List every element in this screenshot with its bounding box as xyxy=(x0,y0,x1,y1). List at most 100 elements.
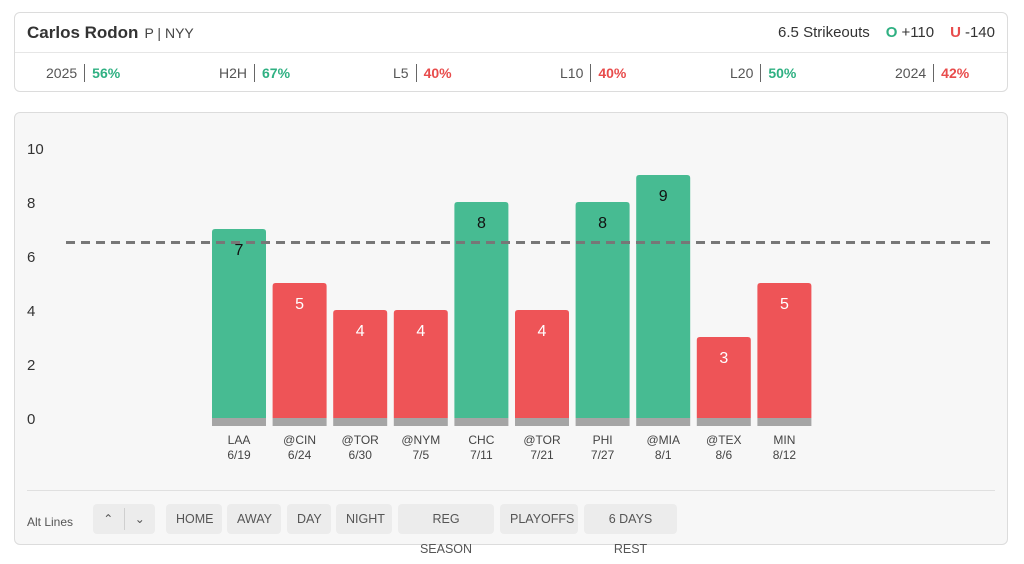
bar-base xyxy=(696,418,751,426)
stat-label: 2024 xyxy=(895,64,927,81)
y-tick-label: 4 xyxy=(27,303,35,320)
bar-value-label: 5 xyxy=(295,296,304,313)
bar-base xyxy=(636,418,691,426)
bar-value-label: 4 xyxy=(416,323,425,340)
bar-value-label: 9 xyxy=(659,188,668,205)
stat-label: H2H xyxy=(219,64,248,81)
line-info: 6.5 Strikeouts O +110 U -140 xyxy=(778,24,995,41)
bar-value-label: 7 xyxy=(235,242,244,259)
chevron-down-icon: ⌄ xyxy=(134,512,145,526)
strikeout-bar-chart: 02468107LAA6/195@CIN6/244@TOR6/304@NYM7/… xyxy=(27,141,991,462)
bar xyxy=(575,202,630,418)
bar xyxy=(333,310,388,418)
chart-controls: Alt Lines ⌃ ⌄ HOME AWAY DAY NIGHT REG SE… xyxy=(27,490,995,556)
bar-value-label: 4 xyxy=(356,323,365,340)
stat-l10[interactable]: L10 40% xyxy=(560,54,626,91)
player-name: Carlos Rodon xyxy=(27,22,139,42)
stat-l5[interactable]: L5 40% xyxy=(393,54,452,91)
x-tick-date: 7/5 xyxy=(412,448,429,462)
stat-label: L5 xyxy=(393,64,409,81)
bar-base xyxy=(393,418,448,426)
bar xyxy=(454,202,509,418)
x-tick-date: 6/19 xyxy=(227,448,251,462)
stat-label: L20 xyxy=(730,64,754,81)
x-tick-opponent: LAA xyxy=(228,433,251,447)
stat-value: 56% xyxy=(92,64,121,81)
bar xyxy=(757,283,812,418)
alt-line-down-button[interactable]: ⌄ xyxy=(125,504,156,534)
bar xyxy=(696,337,751,418)
filter-6-days-rest[interactable]: 6 DAYS REST xyxy=(584,504,677,556)
stat-value: 50% xyxy=(768,64,797,81)
filter-away[interactable]: AWAY xyxy=(227,504,281,534)
x-tick-opponent: @NYM xyxy=(401,433,440,447)
bar-base xyxy=(272,418,327,426)
filter-night[interactable]: NIGHT xyxy=(336,504,392,534)
under-badge: U xyxy=(950,24,961,41)
alt-line-up-button[interactable]: ⌃ xyxy=(93,504,124,534)
over-odds[interactable]: +110 xyxy=(901,24,935,41)
stat-value: 67% xyxy=(262,64,291,81)
chart-card: 0 2 4 6 8 10 7 LAA 6/19 5 @CIN 6/24 4 @TOR 6/30 4 @NYM 7/… xyxy=(14,112,1008,556)
bar-base xyxy=(454,418,509,426)
stat-label: 2025 xyxy=(46,64,78,81)
stat-value: 42% xyxy=(941,64,970,81)
stat-2024[interactable]: 2024 42% xyxy=(895,54,969,91)
stat-label: L10 xyxy=(560,64,584,81)
bar-value-label: 4 xyxy=(538,323,547,340)
x-tick-opponent: @TOR xyxy=(523,433,561,447)
player-header-top: Carlos Rodon P | NYY 6.5 Strikeouts O +1… xyxy=(15,13,1007,53)
chevron-up-icon: ⌃ xyxy=(103,512,114,526)
bar-base xyxy=(515,418,569,426)
bar-value-label: 8 xyxy=(598,215,607,232)
x-tick-date: 6/30 xyxy=(349,448,373,462)
bar-base xyxy=(575,418,630,426)
bar xyxy=(272,283,327,418)
alt-lines-stepper: ⌃ ⌄ xyxy=(93,504,155,534)
x-tick-opponent: @TEX xyxy=(706,433,742,447)
bar-base xyxy=(757,418,812,426)
x-tick-opponent: @MIA xyxy=(646,433,680,447)
stat-l20[interactable]: L20 50% xyxy=(730,54,796,91)
player-position-team: P | NYY xyxy=(144,24,194,41)
x-tick-date: 7/11 xyxy=(470,448,493,462)
stat-value: 40% xyxy=(423,64,452,81)
alt-lines-label: Alt Lines xyxy=(27,515,74,529)
x-tick-opponent: PHI xyxy=(593,433,613,447)
x-tick-opponent: CHC xyxy=(468,433,494,447)
prop-line: 6.5 Strikeouts xyxy=(778,24,870,41)
bar-base xyxy=(212,418,266,426)
y-tick-label: 2 xyxy=(27,357,35,374)
x-tick-date: 8/6 xyxy=(715,448,732,462)
bar xyxy=(393,310,448,418)
hit-rate-stats: 2025 56% H2H 67% L5 40% L10 40% L20 50% 2024 4… xyxy=(15,54,1007,91)
bar-value-label: 5 xyxy=(780,296,789,313)
bar-base xyxy=(333,418,388,426)
x-tick-date: 7/21 xyxy=(530,448,554,462)
x-tick-opponent: MIN xyxy=(773,433,795,447)
x-tick-date: 8/12 xyxy=(773,448,797,462)
stat-2025[interactable]: 2025 56% xyxy=(46,54,120,91)
over-badge: O xyxy=(885,24,898,41)
bar xyxy=(212,229,266,418)
filter-playoffs[interactable]: PLAYOFFS xyxy=(500,504,578,534)
under-odds[interactable]: -140 xyxy=(964,24,995,41)
x-tick-date: 7/27 xyxy=(591,448,615,462)
stat-h2h[interactable]: H2H 67% xyxy=(219,54,290,91)
x-tick-date: 8/1 xyxy=(655,448,672,462)
x-tick-opponent: @TOR xyxy=(342,433,380,447)
bar-value-label: 3 xyxy=(719,350,728,367)
y-tick-label: 8 xyxy=(27,195,35,212)
x-tick-opponent: @CIN xyxy=(283,433,316,447)
player-header-card: Carlos Rodon P | NYY 6.5 Strikeouts O +1… xyxy=(14,12,1008,92)
stat-value: 40% xyxy=(598,64,627,81)
filter-home[interactable]: HOME xyxy=(166,504,222,534)
y-tick-label: 0 xyxy=(27,411,35,428)
x-tick-date: 6/24 xyxy=(288,448,312,462)
bar xyxy=(515,310,569,418)
y-tick-label: 10 xyxy=(27,141,44,158)
filter-reg-season[interactable]: REG SEASON xyxy=(398,504,494,556)
y-tick-label: 6 xyxy=(27,249,35,266)
filter-day[interactable]: DAY xyxy=(287,504,331,534)
bar-value-label: 8 xyxy=(477,215,486,232)
